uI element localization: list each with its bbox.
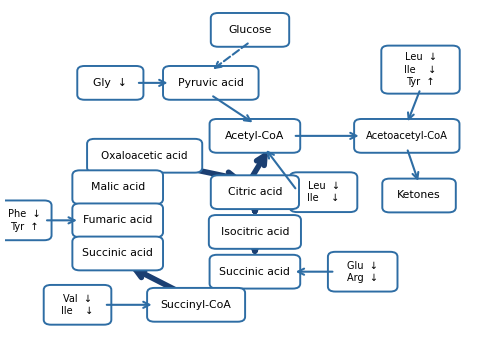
Text: Val  ↓
Ile    ↓: Val ↓ Ile ↓ xyxy=(62,294,94,316)
FancyBboxPatch shape xyxy=(328,252,398,292)
Text: Leu  ↓
Ile    ↓: Leu ↓ Ile ↓ xyxy=(308,181,340,203)
Text: Leu  ↓
Ile    ↓
Tyr  ↑: Leu ↓ Ile ↓ Tyr ↑ xyxy=(404,52,436,87)
FancyBboxPatch shape xyxy=(290,172,358,212)
Text: Pyruvic acid: Pyruvic acid xyxy=(178,78,244,88)
FancyBboxPatch shape xyxy=(147,288,245,322)
Text: Isocitric acid: Isocitric acid xyxy=(220,227,289,237)
FancyBboxPatch shape xyxy=(0,200,52,240)
FancyBboxPatch shape xyxy=(72,203,163,237)
Text: Succinic acid: Succinic acid xyxy=(220,267,290,277)
FancyBboxPatch shape xyxy=(72,170,163,204)
FancyBboxPatch shape xyxy=(87,139,202,173)
FancyBboxPatch shape xyxy=(209,215,301,249)
Text: Phe  ↓
Tyr  ↑: Phe ↓ Tyr ↑ xyxy=(8,209,41,232)
Text: Succinyl-CoA: Succinyl-CoA xyxy=(160,300,232,310)
Text: Fumaric acid: Fumaric acid xyxy=(83,215,152,225)
FancyBboxPatch shape xyxy=(44,285,112,325)
Text: Succinic acid: Succinic acid xyxy=(82,248,153,259)
FancyBboxPatch shape xyxy=(210,255,300,289)
Text: Citric acid: Citric acid xyxy=(228,187,282,197)
Text: Gly  ↓: Gly ↓ xyxy=(94,78,128,88)
FancyBboxPatch shape xyxy=(211,175,299,209)
FancyBboxPatch shape xyxy=(163,66,258,100)
FancyBboxPatch shape xyxy=(72,237,163,270)
Text: Acetoacetyl-CoA: Acetoacetyl-CoA xyxy=(366,131,448,141)
FancyBboxPatch shape xyxy=(382,178,456,212)
FancyBboxPatch shape xyxy=(210,119,300,153)
FancyBboxPatch shape xyxy=(354,119,460,153)
Text: Malic acid: Malic acid xyxy=(90,182,145,192)
FancyBboxPatch shape xyxy=(211,13,289,47)
Text: Oxaloacetic acid: Oxaloacetic acid xyxy=(102,151,188,161)
Text: Acetyl-CoA: Acetyl-CoA xyxy=(225,131,284,141)
Text: Ketones: Ketones xyxy=(397,191,441,200)
FancyBboxPatch shape xyxy=(78,66,144,100)
Text: Glu  ↓
Arg  ↓: Glu ↓ Arg ↓ xyxy=(347,261,378,283)
Text: Glucose: Glucose xyxy=(228,25,272,35)
FancyBboxPatch shape xyxy=(382,46,460,94)
